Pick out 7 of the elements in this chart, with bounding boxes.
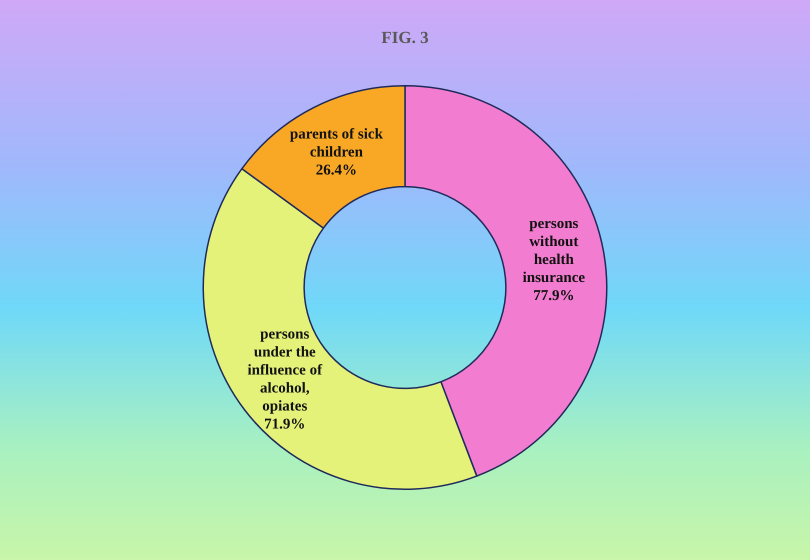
slice-label: persons under the influence of alcohol, opiates [247,326,324,414]
data-label: 26.4% [316,162,358,179]
chart-title: FIG. 3 [380,28,430,48]
data-label: 71.9% [264,416,306,432]
data-label: 77.9% [533,288,574,304]
slice-label: persons without health insurance [522,216,586,286]
slice-label: parents of sick children [290,126,384,161]
